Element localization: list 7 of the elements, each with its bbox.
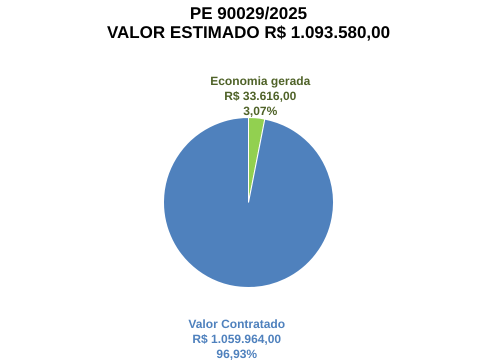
data-label: R$ 33.616,00 3,07% <box>224 89 297 118</box>
slice-label: Economia gerada <box>210 74 311 88</box>
text: PE 90029/2025 <box>190 4 308 23</box>
text: VALOR ESTIMADO R$ 1.093.580,00 <box>106 23 390 42</box>
slice-label: Valor Contratado <box>188 316 286 331</box>
data-label: R$ 1.059.964,00 96,93% <box>192 332 282 361</box>
pie-slice <box>163 117 334 288</box>
